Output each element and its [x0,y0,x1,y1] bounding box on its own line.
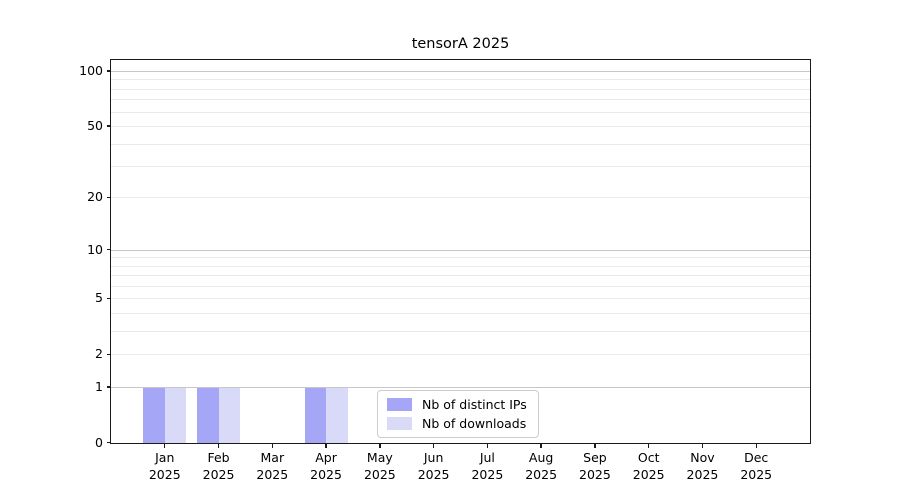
y-tick-label: 10 [87,241,103,257]
legend-label-distinct-ips: Nb of distinct IPs [422,397,527,412]
x-tick-mark [379,443,381,448]
x-tick-month: Apr [315,450,337,465]
gridline-minor [111,354,810,356]
gridline-minor [111,197,810,199]
bar-feb-downloads [218,386,241,443]
x-tick-year: 2025 [740,466,773,482]
chart-title: tensorA 2025 [411,36,510,52]
y-tick-mark [106,353,111,355]
x-tick-year: 2025 [471,466,504,482]
y-tick-mark [106,297,111,300]
x-tick-label-jul: Jul 2025 [455,450,519,483]
gridline-minor [111,79,810,81]
gridline-major [111,249,810,251]
gridline-minor [111,313,810,315]
gridline-minor [111,126,810,128]
bar-feb-distinct-ips [197,386,219,443]
gridline-minor [111,143,810,145]
x-tick-month: Nov [690,450,715,465]
x-tick-year: 2025 [632,466,665,482]
y-tick-mark [106,125,111,127]
x-tick-label-may: May 2025 [348,450,412,483]
x-tick-label-jun: Jun 2025 [402,450,466,483]
x-tick-mark [755,443,757,448]
x-tick-month: Sep [583,450,607,465]
bar-apr-downloads [326,386,348,443]
x-tick-label-sep: Sep 2025 [563,450,627,483]
x-tick-mark [271,443,273,448]
y-tick-mark [106,442,111,444]
y-tick-label: 0 [95,434,103,450]
legend-swatch-distinct-ips-icon [387,398,412,411]
x-tick-year: 2025 [256,466,289,482]
gridline-minor [111,285,810,287]
bar-apr-distinct-ips [304,386,327,443]
x-tick-month: Jun [423,450,444,465]
gridline-minor [111,331,810,333]
x-tick-month: Oct [637,450,660,465]
x-tick-label-aug: Aug 2025 [509,450,573,483]
y-tick-label: 50 [87,118,103,134]
legend-item-downloads: Nb of downloads [387,416,527,431]
gridline-minor [111,275,810,277]
x-tick-year: 2025 [148,466,181,482]
y-tick-label: 1 [95,378,103,394]
gridline-minor [111,88,810,90]
x-tick-year: 2025 [363,466,396,482]
x-tick-mark [594,443,596,448]
legend: Nb of distinct IPs Nb of downloads [377,390,539,438]
x-tick-year: 2025 [686,466,719,482]
x-tick-label-apr: Apr 2025 [294,450,358,483]
y-tick-mark [106,70,111,72]
x-tick-mark [540,443,542,448]
bar-jan-downloads [164,386,187,443]
y-tick-label: 20 [87,189,103,205]
x-tick-month: Dec [744,450,769,465]
gridline-minor [111,166,810,168]
gridline-minor [111,298,810,300]
x-tick-label-feb: Feb 2025 [187,450,251,483]
y-tick-mark [106,248,111,251]
x-tick-year: 2025 [310,466,342,482]
plot-area: Nb of distinct IPs Nb of downloads [111,60,810,443]
x-tick-mark [164,443,166,448]
x-tick-label-mar: Mar 2025 [240,450,304,483]
x-tick-month: Jul [479,450,495,465]
x-tick-year: 2025 [202,466,235,482]
legend-swatch-downloads-icon [387,417,412,430]
gridline-minor [111,99,810,101]
x-tick-month: Aug [528,450,554,465]
x-tick-mark [432,443,435,448]
x-tick-label-oct: Oct 2025 [617,450,681,483]
legend-label-downloads: Nb of downloads [422,416,527,431]
gridline-minor [111,265,810,267]
gridline-minor [111,111,810,113]
y-tick-label: 5 [95,290,103,306]
x-tick-year: 2025 [525,466,558,482]
x-tick-label-dec: Dec 2025 [724,450,788,483]
x-tick-mark [325,443,327,448]
y-tick-mark [106,196,111,199]
x-tick-month: Jan [155,450,175,465]
gridline-major [111,386,810,389]
x-tick-mark [217,443,220,448]
x-tick-label-jan: Jan 2025 [133,450,197,483]
x-tick-month: May [366,450,393,465]
x-tick-year: 2025 [417,466,450,482]
gridline-major [111,71,810,73]
x-tick-month: Mar [260,450,285,465]
gridline-minor [111,257,810,259]
y-tick-label: 2 [95,346,103,362]
x-tick-mark [486,443,489,448]
x-tick-year: 2025 [579,466,611,482]
legend-item-distinct-ips: Nb of distinct IPs [387,397,527,412]
bar-jan-distinct-ips [143,386,165,443]
x-tick-label-nov: Nov 2025 [670,450,734,483]
x-tick-mark [701,443,704,448]
y-tick-label: 100 [79,63,103,78]
y-tick-mark [106,386,111,388]
x-tick-mark [647,443,650,448]
x-tick-month: Feb [207,450,230,465]
